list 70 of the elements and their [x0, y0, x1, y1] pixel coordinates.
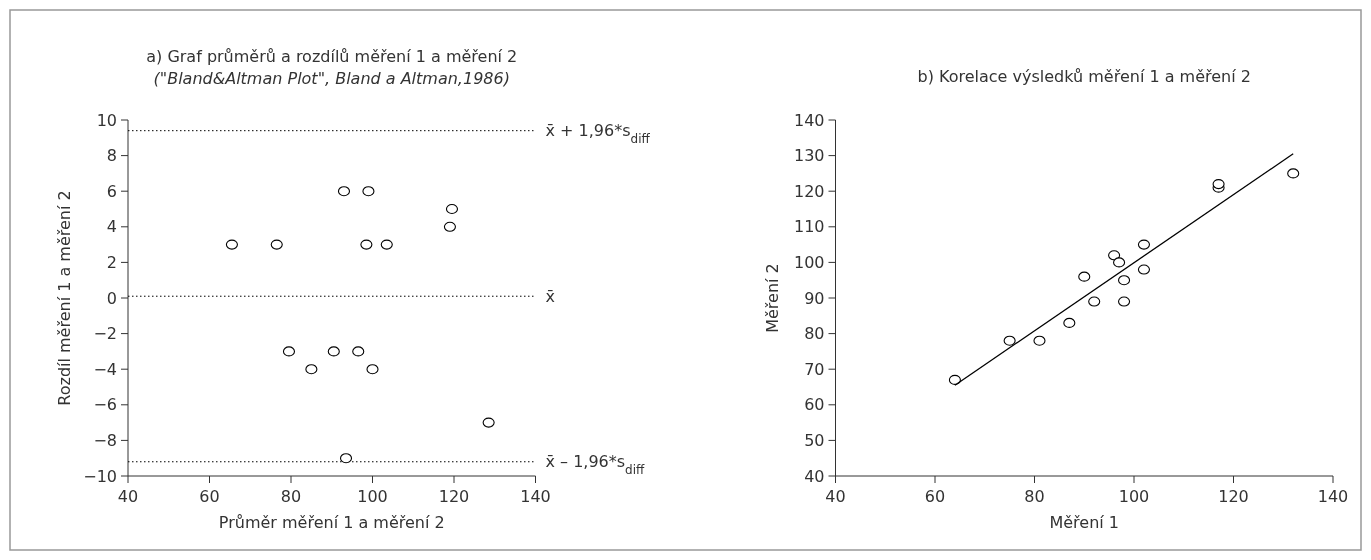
y-tick-label: −4 — [93, 359, 117, 379]
y-tick-label: −2 — [93, 324, 117, 344]
point — [1287, 168, 1300, 179]
point — [337, 186, 351, 197]
ref-line-label: x̄ + 1,96*s$_{diff}$ — [545, 121, 651, 147]
point — [327, 346, 340, 357]
x-tick-label: 100 — [1118, 487, 1150, 506]
x-tick-label: 60 — [199, 487, 220, 506]
x-tick-label: 120 — [438, 487, 470, 506]
y-tick-label: 90 — [804, 288, 825, 308]
point — [1137, 239, 1150, 250]
y-tick-label: 110 — [793, 217, 825, 237]
point — [1003, 335, 1016, 346]
y-tick-label: 4 — [106, 217, 117, 237]
ref-line-label: x̄ — [545, 286, 555, 306]
point — [339, 453, 353, 464]
y-tick-label: 50 — [804, 431, 825, 450]
y-tick-label: −6 — [93, 395, 117, 415]
x-tick-label: 140 — [520, 487, 551, 506]
x-axis-title: Průměr měření 1 a měření 2 — [218, 513, 445, 532]
y-tick-label: 2 — [106, 253, 117, 272]
y-tick-label: 70 — [804, 359, 825, 379]
y-tick-label: 40 — [804, 466, 825, 486]
x-tick-label: 120 — [1218, 487, 1249, 506]
y-tick-label: 10 — [96, 110, 117, 130]
point — [225, 239, 238, 250]
point — [1063, 317, 1076, 328]
point — [282, 346, 296, 357]
y-tick-label: 8 — [106, 146, 117, 166]
y-tick-label: 130 — [793, 146, 825, 166]
point — [1113, 257, 1126, 268]
x-tick-label: 60 — [924, 487, 946, 506]
y-tick-label: 60 — [804, 395, 825, 415]
point — [1088, 296, 1101, 307]
point — [366, 364, 379, 375]
point — [1078, 271, 1091, 282]
point — [948, 374, 961, 385]
chart-title: a) Graf průměrů a rozdílů měření 1 a měření 2 — [146, 47, 518, 66]
x-tick-label: 40 — [825, 487, 846, 506]
y-tick-label: 0 — [106, 288, 117, 308]
x-tick-label: 140 — [1317, 487, 1349, 506]
point — [1118, 296, 1131, 307]
point — [1033, 335, 1046, 346]
point — [270, 239, 283, 250]
y-tick-label: −8 — [93, 431, 117, 450]
y-tick-label: 140 — [793, 110, 825, 130]
x-axis-title: Měření 1 — [1049, 513, 1120, 532]
chart-title: b) Korelace výsledků měření 1 a měření 2 — [917, 67, 1251, 86]
y-tick-label: −10 — [83, 466, 117, 486]
ref-line-label: x̄ – 1,96*s$_{diff}$ — [545, 452, 646, 478]
point — [482, 417, 495, 428]
point — [380, 239, 393, 250]
y-tick-label: 80 — [804, 324, 825, 344]
point — [1118, 275, 1131, 286]
y-tick-label: 120 — [793, 181, 825, 201]
x-tick-label: 100 — [357, 487, 388, 506]
point — [362, 186, 375, 197]
point — [445, 203, 459, 215]
point — [443, 221, 456, 232]
y-tick-label: 100 — [793, 253, 825, 272]
point — [1137, 264, 1150, 275]
y-axis-title: Měření 2 — [762, 263, 782, 333]
x-tick-label: 80 — [280, 487, 302, 506]
chart-subtitle: ("Bland&Altman Plot", Bland a Altman,1986) — [153, 69, 510, 88]
point — [360, 239, 373, 250]
point — [352, 346, 365, 357]
point — [305, 364, 318, 375]
x-tick-label: 80 — [1024, 487, 1045, 506]
y-axis-title: Rozdíl měření 1 a měření 2 — [55, 190, 74, 406]
y-tick-label: 6 — [106, 181, 117, 201]
